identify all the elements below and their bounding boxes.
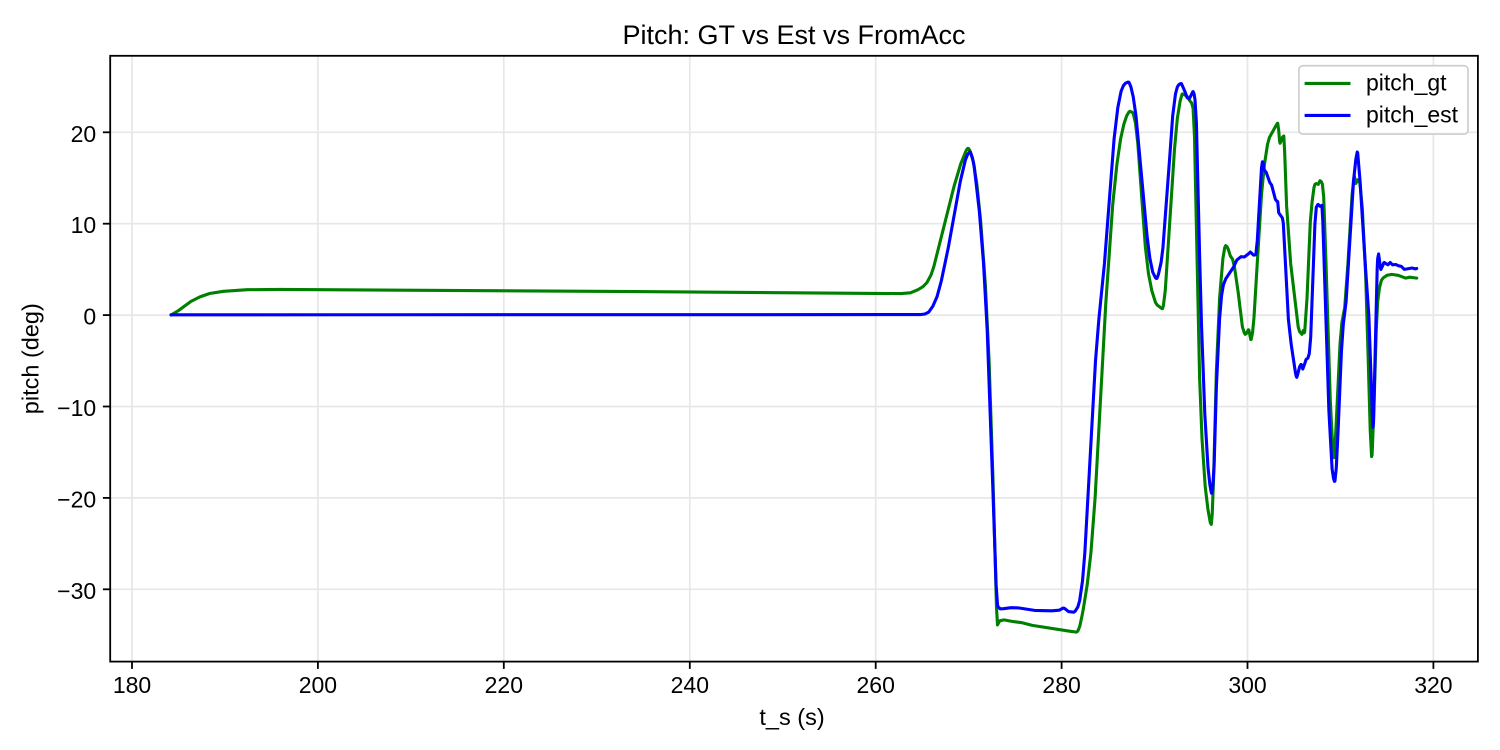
svg-text:−10: −10	[57, 395, 96, 421]
svg-text:300: 300	[1228, 672, 1266, 698]
svg-text:pitch_gt: pitch_gt	[1366, 69, 1447, 95]
svg-text:pitch_est: pitch_est	[1366, 101, 1459, 127]
svg-text:pitch (deg): pitch (deg)	[18, 303, 44, 414]
svg-text:10: 10	[71, 212, 97, 238]
svg-text:280: 280	[1042, 672, 1080, 698]
svg-text:240: 240	[671, 672, 709, 698]
svg-text:t_s (s): t_s (s)	[759, 704, 824, 730]
svg-text:260: 260	[857, 672, 895, 698]
svg-text:20: 20	[71, 121, 97, 147]
svg-text:180: 180	[113, 672, 151, 698]
svg-text:Pitch: GT vs Est vs FromAcc: Pitch: GT vs Est vs FromAcc	[622, 20, 965, 50]
svg-text:−30: −30	[57, 578, 96, 604]
svg-text:0: 0	[83, 304, 96, 330]
svg-text:−20: −20	[57, 486, 96, 512]
svg-text:220: 220	[485, 672, 523, 698]
svg-text:200: 200	[299, 672, 337, 698]
svg-text:320: 320	[1414, 672, 1452, 698]
